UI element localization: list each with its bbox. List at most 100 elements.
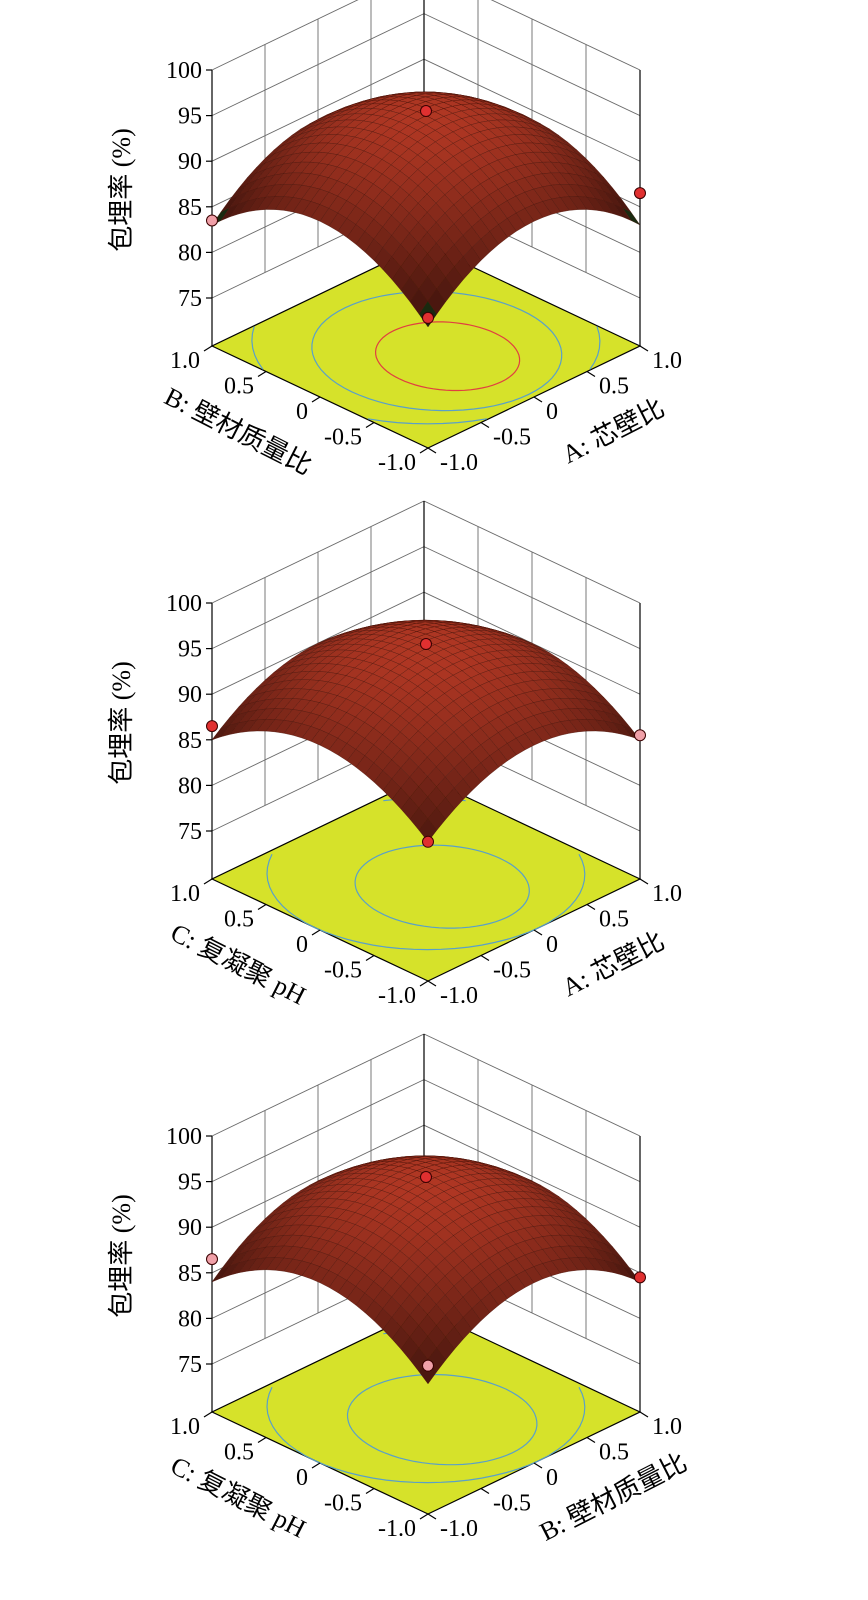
x-tick-label: 1.0 xyxy=(652,348,682,374)
design-point xyxy=(422,311,434,324)
x-tick-label: 1.0 xyxy=(652,881,682,907)
y-tick-mark xyxy=(311,1462,321,1469)
design-point xyxy=(420,1171,432,1184)
surface-cell xyxy=(418,818,438,843)
design-point xyxy=(206,214,218,227)
y-tick-label: 0.5 xyxy=(224,1440,254,1466)
y-tick-mark xyxy=(311,396,321,403)
floor-ticks: -1.0 -1.0 -0.5 -0.5 0 0 0.5 0.5 1.0 1.0 75 80 85 90 95… xyxy=(166,1124,682,1542)
y-tick-mark xyxy=(203,345,213,352)
x-tick-label: 0 xyxy=(546,1465,558,1491)
design-points xyxy=(206,1171,646,1372)
y-tick-label: 0 xyxy=(296,1465,308,1491)
y-tick-mark xyxy=(257,1436,267,1444)
z-tick-label: 95 xyxy=(178,1170,202,1196)
x-tick-mark xyxy=(427,980,437,987)
x-tick-mark xyxy=(480,954,490,962)
x-tick-mark xyxy=(480,421,490,429)
y-tick-label: 0.5 xyxy=(224,374,254,400)
design-points xyxy=(206,105,646,324)
design-point xyxy=(420,105,432,118)
z-tick-label: 85 xyxy=(178,728,202,754)
y-tick-mark xyxy=(203,1411,213,1418)
x-tick-label: 1.0 xyxy=(652,1414,682,1440)
design-point xyxy=(420,638,432,651)
z-axis-label: 包埋率 (%) xyxy=(107,1194,136,1317)
z-tick-label: 90 xyxy=(178,682,202,708)
contour-line xyxy=(311,290,563,412)
z-tick-label: 75 xyxy=(178,819,202,845)
z-tick-label: 75 xyxy=(178,286,202,312)
y-tick-mark xyxy=(257,370,267,378)
surface-plot-panel-middle: -1.0 -1.0 -0.5 -0.5 0 0 0.5 0.5 1.0 1.0 75 80 85 90 95… xyxy=(0,500,868,1066)
response-surface xyxy=(211,1155,641,1385)
z-tick-label: 100 xyxy=(166,591,202,617)
y-tick-label: 0 xyxy=(296,932,308,958)
contour-line xyxy=(346,1374,538,1466)
design-point xyxy=(206,720,218,733)
z-tick-label: 100 xyxy=(166,1124,202,1150)
y-tick-label: 0.5 xyxy=(224,907,254,933)
x-tick-mark xyxy=(639,345,649,352)
surface-plot-panel-top: -1.0 -1.0 -0.5 -0.5 0 0 0.5 0.5 1.0 1.0 75 80 85 90 95… xyxy=(0,0,868,533)
y-tick-mark xyxy=(257,903,267,911)
response-surface xyxy=(211,619,641,843)
x-tick-label: 0.5 xyxy=(599,907,629,933)
design-points xyxy=(206,638,646,848)
z-axis-label: 包埋率 (%) xyxy=(107,128,136,251)
z-tick-label: 100 xyxy=(166,58,202,84)
y-tick-label: -1.0 xyxy=(378,1516,416,1542)
floor-ticks: -1.0 -1.0 -0.5 -0.5 0 0 0.5 0.5 1.0 1.0 75 80 85 90 95… xyxy=(166,591,682,1009)
x-axis-label: A: 芯壁比 xyxy=(558,926,670,1002)
z-tick-label: 95 xyxy=(178,104,202,130)
design-point xyxy=(634,187,646,200)
design-point xyxy=(422,1359,434,1372)
x-tick-mark xyxy=(533,929,543,936)
x-tick-mark xyxy=(533,396,543,403)
surface-plot-svg: -1.0 -1.0 -0.5 -0.5 0 0 0.5 0.5 1.0 1.0 75 80 85 90 95… xyxy=(107,500,682,1011)
x-tick-mark xyxy=(586,1436,596,1444)
x-tick-label: 0.5 xyxy=(599,1440,629,1466)
x-tick-label: 0 xyxy=(546,399,558,425)
x-tick-label: -0.5 xyxy=(493,958,531,984)
design-point xyxy=(634,729,646,742)
floor-ticks: -1.0 -1.0 -0.5 -0.5 0 0 0.5 0.5 1.0 1.0 75 80 85 90 95… xyxy=(166,58,682,476)
x-tick-label: 0.5 xyxy=(599,374,629,400)
z-tick-label: 80 xyxy=(178,773,202,799)
z-tick-label: 90 xyxy=(178,1215,202,1241)
x-tick-mark xyxy=(586,370,596,378)
y-tick-mark xyxy=(203,878,213,885)
y-tick-label: -0.5 xyxy=(324,425,362,451)
y-tick-label: 0 xyxy=(296,399,308,425)
y-tick-label: -0.5 xyxy=(324,958,362,984)
surface-plot-svg: -1.0 -1.0 -0.5 -0.5 0 0 0.5 0.5 1.0 1.0 75 80 85 90 95… xyxy=(107,0,682,481)
x-tick-mark xyxy=(639,1411,649,1418)
z-tick-label: 95 xyxy=(178,637,202,663)
z-tick-label: 85 xyxy=(178,1261,202,1287)
z-axis-label: 包埋率 (%) xyxy=(107,661,136,784)
y-tick-mark xyxy=(311,929,321,936)
z-tick-label: 75 xyxy=(178,1352,202,1378)
y-tick-label: -1.0 xyxy=(378,983,416,1009)
y-tick-label: -1.0 xyxy=(378,450,416,476)
y-tick-mark xyxy=(419,980,429,987)
x-axis-label: A: 芯壁比 xyxy=(558,393,670,469)
x-tick-mark xyxy=(480,1487,490,1495)
z-tick-label: 85 xyxy=(178,195,202,221)
x-tick-label: 0 xyxy=(546,932,558,958)
response-surface xyxy=(211,91,641,328)
z-tick-label: 80 xyxy=(178,240,202,266)
y-tick-mark xyxy=(365,421,375,429)
y-tick-label: 1.0 xyxy=(170,881,200,907)
y-tick-label: -0.5 xyxy=(324,1491,362,1517)
x-tick-label: -1.0 xyxy=(440,1516,478,1542)
x-tick-mark xyxy=(586,903,596,911)
x-tick-label: -0.5 xyxy=(493,1491,531,1517)
y-tick-mark xyxy=(419,447,429,454)
x-tick-mark xyxy=(533,1462,543,1469)
contour-line xyxy=(354,844,530,929)
x-tick-mark xyxy=(639,878,649,885)
z-tick-label: 80 xyxy=(178,1306,202,1332)
design-point xyxy=(422,835,434,848)
